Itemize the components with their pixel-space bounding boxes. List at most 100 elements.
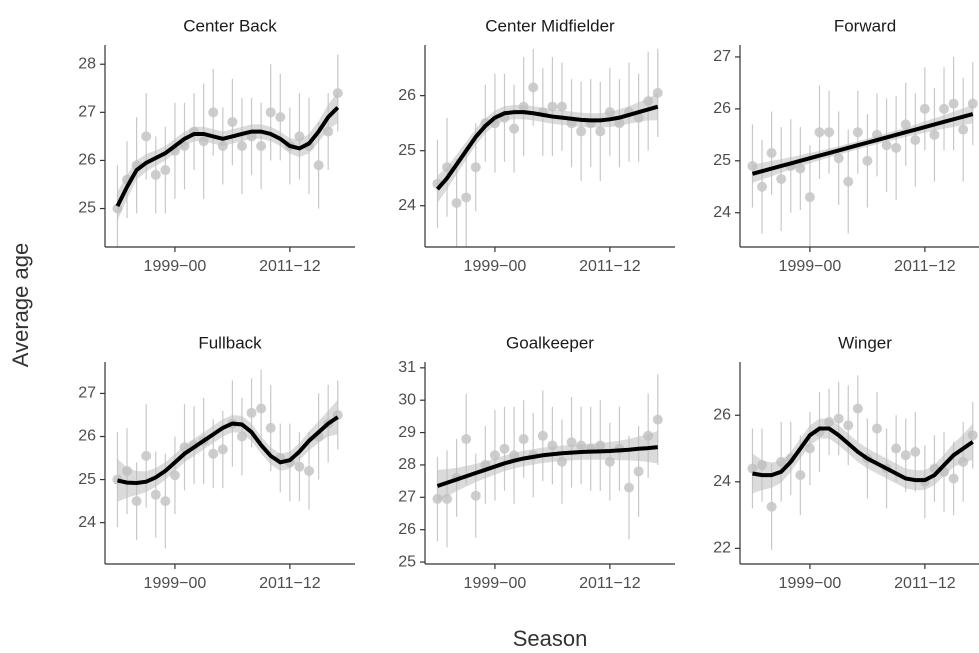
fit-line <box>117 415 339 486</box>
point <box>910 135 921 146</box>
point <box>294 461 305 472</box>
point <box>246 407 257 418</box>
panel-title: Winger <box>838 333 892 352</box>
point <box>556 101 567 112</box>
point <box>131 496 142 507</box>
point <box>919 103 930 114</box>
point <box>766 501 777 512</box>
point <box>833 413 844 424</box>
x-tick-label: 2011−12 <box>579 575 641 592</box>
point <box>910 446 921 457</box>
point <box>160 165 171 176</box>
fit-line <box>435 104 659 191</box>
point <box>236 141 247 151</box>
panel-title: Fullback <box>198 333 262 352</box>
point <box>217 444 228 455</box>
y-tick-label: 25 <box>713 152 731 169</box>
y-tick-label: 25 <box>78 471 96 488</box>
point <box>795 470 806 481</box>
x-tick-label: 2011−12 <box>259 575 321 592</box>
point <box>313 160 324 171</box>
y-tick-label: 24 <box>398 197 416 214</box>
y-tick-label: 26 <box>713 100 731 117</box>
confidence-band <box>117 92 338 221</box>
x-tick-label: 2011−12 <box>894 258 956 275</box>
y-tick-label: 27 <box>78 385 96 402</box>
confidence-band <box>437 430 658 503</box>
panel-plot <box>747 375 978 551</box>
fit-line <box>751 112 974 176</box>
point <box>576 126 587 137</box>
point <box>518 434 529 445</box>
y-axis-label: Average age <box>8 243 33 367</box>
point <box>451 197 462 208</box>
point <box>824 127 835 138</box>
point <box>528 82 539 93</box>
y-tick-label: 27 <box>78 104 96 121</box>
y-tick-label: 26 <box>78 428 96 445</box>
point <box>275 112 286 123</box>
y-tick-label: 26 <box>78 152 96 169</box>
point <box>833 153 844 164</box>
point <box>804 192 815 203</box>
point <box>509 123 520 134</box>
y-tick-label: 28 <box>78 55 96 72</box>
y-tick-label: 22 <box>713 540 731 557</box>
x-tick-label: 2011−12 <box>894 575 956 592</box>
point <box>929 129 940 140</box>
fit-line <box>115 106 340 208</box>
point <box>150 169 161 180</box>
y-tick-label: 26 <box>398 521 416 538</box>
panel-title: Goalkeeper <box>506 333 594 352</box>
point <box>757 181 768 192</box>
point <box>843 420 854 431</box>
y-tick-label: 30 <box>398 391 416 408</box>
x-tick-label: 1999−00 <box>779 258 842 275</box>
point <box>499 443 510 454</box>
y-tick-label: 25 <box>398 553 416 570</box>
y-tick-label: 24 <box>78 514 96 531</box>
y-tick-label: 24 <box>713 204 731 221</box>
y-tick-label: 27 <box>398 489 416 506</box>
confidence-band <box>117 399 338 502</box>
point <box>843 176 854 187</box>
point <box>958 124 969 135</box>
point <box>227 116 238 127</box>
panel-title: Center Midfielder <box>485 16 615 35</box>
point <box>766 148 777 159</box>
y-tick-label: 26 <box>398 87 416 104</box>
point <box>814 127 825 138</box>
point <box>461 192 472 203</box>
panel-title: Forward <box>834 16 896 35</box>
point <box>141 450 152 461</box>
point <box>265 107 276 118</box>
point <box>852 403 863 414</box>
y-tick-label: 27 <box>713 48 731 65</box>
y-tick-label: 28 <box>398 456 416 473</box>
point <box>304 465 315 476</box>
point <box>208 107 219 118</box>
fit-line <box>752 426 974 483</box>
point <box>891 443 902 454</box>
point <box>633 466 644 477</box>
x-tick-label: 1999−00 <box>464 258 527 275</box>
y-tick-label: 25 <box>78 200 96 217</box>
panel-plot <box>112 54 343 247</box>
point <box>470 162 481 173</box>
panel-plot <box>432 48 663 247</box>
panel-plot <box>747 56 978 247</box>
point <box>537 430 548 441</box>
panel-plot <box>112 369 343 549</box>
point <box>948 473 959 484</box>
y-tick-label: 24 <box>713 473 731 490</box>
y-tick-label: 26 <box>713 406 731 423</box>
point <box>871 423 882 434</box>
point <box>595 126 606 137</box>
point <box>141 131 152 142</box>
point <box>891 142 902 153</box>
fit-line <box>436 445 658 488</box>
point <box>881 140 892 151</box>
point <box>265 422 276 433</box>
